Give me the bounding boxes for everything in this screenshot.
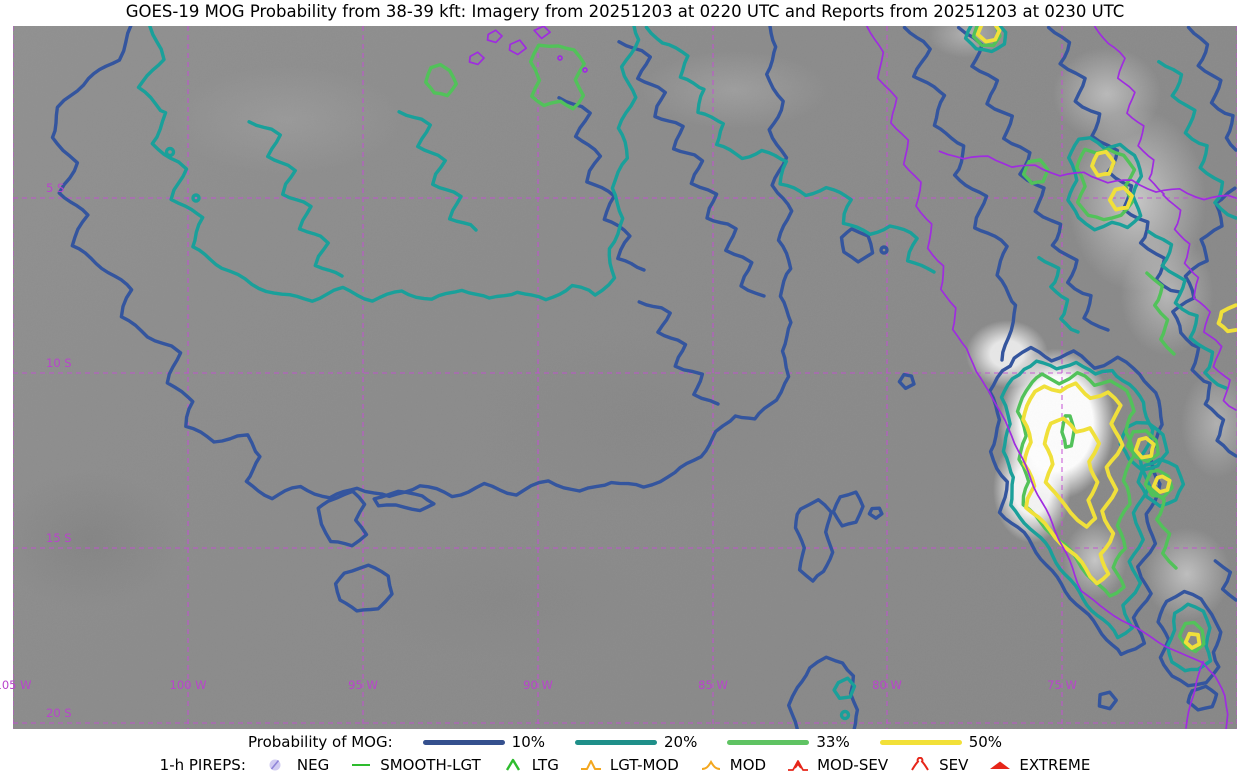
svg-text:95 W: 95 W [348, 678, 378, 692]
pirep-item-label: NEG [296, 756, 330, 774]
pirep-item-label: SEV [939, 756, 969, 774]
probability-line-swatch [879, 739, 962, 745]
page-title: GOES-19 MOG Probability from 38-39 kft: … [125, 2, 1125, 21]
svg-text:105 W: 105 W [0, 678, 31, 692]
svg-text:85 W: 85 W [698, 678, 728, 692]
pirep-neg-symbol-icon [269, 759, 281, 771]
svg-text:20 S: 20 S [46, 706, 72, 720]
probability-legend-label: Probability of MOG: [247, 733, 393, 751]
pirep-sev-symbol-icon [911, 757, 929, 771]
svg-text:80 W: 80 W [872, 678, 902, 692]
pirep-legend-item: SEV [908, 756, 968, 774]
svg-text:15 S: 15 S [46, 531, 72, 545]
longitude-labels: 105 W 100 W 95 W 90 W 85 W 80 W 75 W [0, 678, 1077, 692]
pirep-legend-item: LTG [501, 756, 559, 774]
pireps-legend: 1-h PIREPS: NEG SMOOTH-LGT LTG LGT-MOD MOD MO… [0, 756, 1250, 774]
svg-text:90 W: 90 W [523, 678, 553, 692]
probability-legend: Probability of MOG: 10% 20% 33% 50% [0, 733, 1250, 751]
probability-legend-item: 50% [879, 733, 1003, 751]
probability-line-swatch [727, 739, 810, 745]
pirep-legend-item: MOD-SEV [786, 756, 888, 774]
probability-legend-item: 33% [727, 733, 850, 751]
probability-line-swatch [422, 739, 505, 745]
pirep-smooth-lgt-symbol-icon [352, 764, 371, 766]
probability-item-label: 10% [511, 733, 546, 751]
pirep-ltg-symbol-icon [505, 758, 520, 771]
pirep-legend-item: EXTREME [988, 756, 1090, 774]
pirep-item-label: MOD [729, 756, 767, 774]
probability-item-label: 20% [664, 733, 698, 751]
pirep-item-label: LTG [531, 756, 559, 774]
pirep-item-label: EXTREME [1019, 756, 1091, 774]
probability-legend-item: 10% [422, 733, 546, 751]
pirep-item-label: MOD-SEV [817, 756, 889, 774]
probability-line-swatch [575, 739, 658, 745]
probability-contours [50, 26, 1237, 729]
pirep-mod-sev-symbol-icon [788, 760, 809, 771]
pirep-item-label: SMOOTH-LGT [380, 756, 481, 774]
pirep-legend-item: SMOOTH-LGT [349, 756, 481, 774]
pirep-mod-symbol-icon [701, 760, 720, 770]
pirep-legend-item: MOD [699, 756, 766, 774]
pireps-legend-label: 1-h PIREPS: [159, 756, 246, 774]
probability-item-label: 33% [816, 733, 850, 751]
pirep-extreme-symbol-icon [990, 761, 1011, 769]
pirep-item-label: LGT-MOD [609, 756, 679, 774]
probability-legend-item: 20% [575, 733, 697, 751]
latitude-labels: 5 S 10 S 15 S 20 S [46, 181, 72, 720]
svg-text:10 S: 10 S [46, 356, 72, 370]
svg-text:5 S: 5 S [46, 181, 64, 195]
film-grain-texture [13, 26, 1237, 729]
pirep-lgt-mod-symbol-icon [580, 760, 601, 770]
svg-text:100 W: 100 W [170, 678, 207, 692]
pirep-legend-item: NEG [266, 756, 329, 774]
probability-item-label: 50% [968, 733, 1003, 751]
pirep-legend-item: LGT-MOD [579, 756, 679, 774]
svg-text:75 W: 75 W [1047, 678, 1077, 692]
